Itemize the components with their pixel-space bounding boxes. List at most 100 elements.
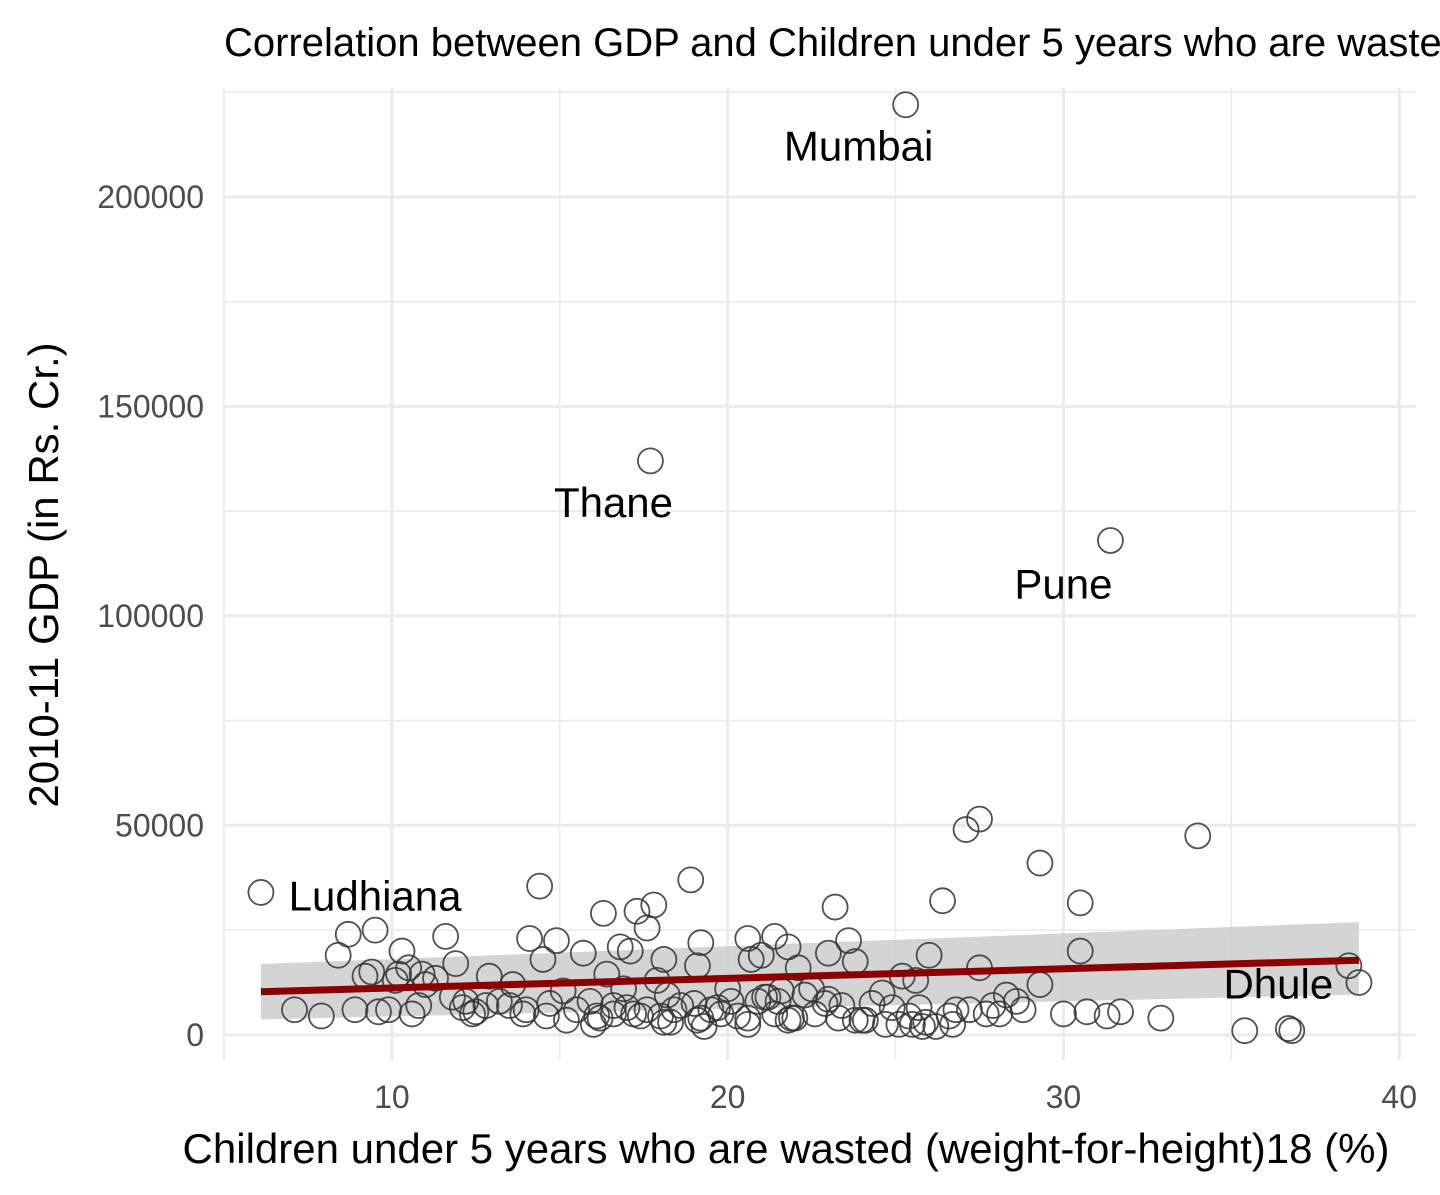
data-point — [909, 1013, 936, 1040]
x-axis-title: Children under 5 years who are wasted (w… — [183, 1125, 1390, 1172]
data-point — [1184, 822, 1212, 850]
data-point — [563, 996, 590, 1024]
data-point — [942, 996, 970, 1024]
y-tick-label: 50000 — [115, 807, 204, 843]
data-point — [811, 990, 839, 1017]
data-point — [381, 966, 409, 994]
data-point — [1026, 849, 1054, 877]
data-point — [613, 994, 641, 1022]
data-point — [569, 939, 597, 967]
data-point — [579, 1010, 607, 1038]
data-point — [986, 1000, 1014, 1028]
data-point — [878, 994, 906, 1022]
data-point — [784, 954, 812, 982]
data-point — [1275, 1015, 1302, 1042]
data-point — [448, 994, 476, 1022]
data-point — [616, 937, 644, 965]
data-point — [828, 992, 856, 1019]
data-point — [1093, 1002, 1121, 1030]
x-tick-label: 30 — [1046, 1079, 1082, 1115]
data-point — [781, 1004, 809, 1032]
data-point — [247, 879, 275, 906]
y-tick-label: 100000 — [97, 598, 204, 634]
data-point — [956, 996, 983, 1024]
data-point — [677, 866, 705, 894]
data-point — [915, 941, 943, 969]
data-point — [324, 941, 352, 969]
data-point — [1231, 1017, 1259, 1045]
data-point — [590, 899, 617, 927]
trend-line-layer — [260, 956, 1360, 996]
data-point — [593, 960, 621, 988]
data-point — [660, 996, 688, 1024]
data-point — [509, 1000, 537, 1028]
y-tick-label: 0 — [186, 1017, 204, 1053]
data-point — [885, 1010, 913, 1038]
data-point — [751, 983, 778, 1011]
data-point — [1050, 1000, 1077, 1028]
point-annotation: Pune — [1014, 560, 1112, 607]
data-point — [365, 998, 392, 1026]
trend-line — [260, 956, 1360, 996]
data-point — [442, 950, 470, 978]
data-point — [1345, 969, 1373, 996]
data-point — [1107, 998, 1134, 1026]
data-point — [610, 975, 637, 1003]
data-point — [902, 966, 930, 994]
point-annotation: Ludhiana — [289, 873, 462, 920]
data-point — [684, 1006, 711, 1034]
data-point — [640, 891, 668, 919]
data-point — [1335, 952, 1363, 980]
data-point — [358, 958, 386, 986]
data-point — [650, 946, 678, 973]
data-point — [717, 987, 745, 1015]
major-gridlines — [224, 88, 1416, 1060]
data-point — [966, 805, 993, 833]
x-tick-label: 40 — [1381, 1079, 1417, 1115]
data-point — [532, 1002, 560, 1030]
data-point — [858, 990, 886, 1017]
data-point — [281, 996, 308, 1024]
data-point — [814, 939, 842, 967]
tick-labels-layer: 10 20 30 40 0 50000 100000 150000 200000 — [97, 179, 1417, 1115]
data-point — [952, 816, 980, 843]
data-point — [1097, 527, 1124, 554]
data-point — [475, 962, 503, 990]
data-point — [432, 923, 460, 950]
data-point — [724, 1002, 752, 1030]
point-annotation: Mumbai — [784, 123, 933, 170]
data-point — [462, 998, 490, 1026]
annotation-layer: Mumbai Thane Pune Ludhiana Dhule — [289, 123, 1334, 1008]
data-point — [734, 1010, 762, 1038]
data-point — [734, 925, 762, 952]
data-point — [939, 1010, 967, 1038]
data-point — [398, 1000, 426, 1028]
minor-gridlines — [223, 88, 1416, 1060]
data-point — [405, 992, 433, 1019]
data-point — [623, 897, 651, 925]
data-point — [388, 937, 416, 965]
data-point — [747, 941, 775, 969]
y-tick-label: 150000 — [97, 388, 204, 424]
data-point — [633, 914, 661, 942]
y-axis-title: 2010-11 GDP (in Rs. Cr.) — [20, 342, 67, 807]
y-tick-label: 200000 — [97, 179, 204, 215]
data-point — [553, 1006, 580, 1034]
data-point — [526, 872, 554, 900]
data-point — [761, 923, 789, 950]
x-tick-label: 20 — [710, 1079, 746, 1115]
data-point — [1073, 998, 1101, 1026]
data-point — [791, 981, 819, 1009]
data-point — [543, 927, 570, 954]
data-point — [892, 91, 920, 119]
data-point — [1066, 889, 1094, 917]
data-point — [704, 994, 731, 1022]
point-annotation: Thane — [554, 479, 673, 526]
data-point — [496, 992, 523, 1019]
data-point — [687, 929, 715, 957]
data-point — [620, 1000, 648, 1028]
data-point — [633, 996, 661, 1024]
data-point — [898, 1010, 926, 1038]
data-point — [972, 1000, 1000, 1028]
